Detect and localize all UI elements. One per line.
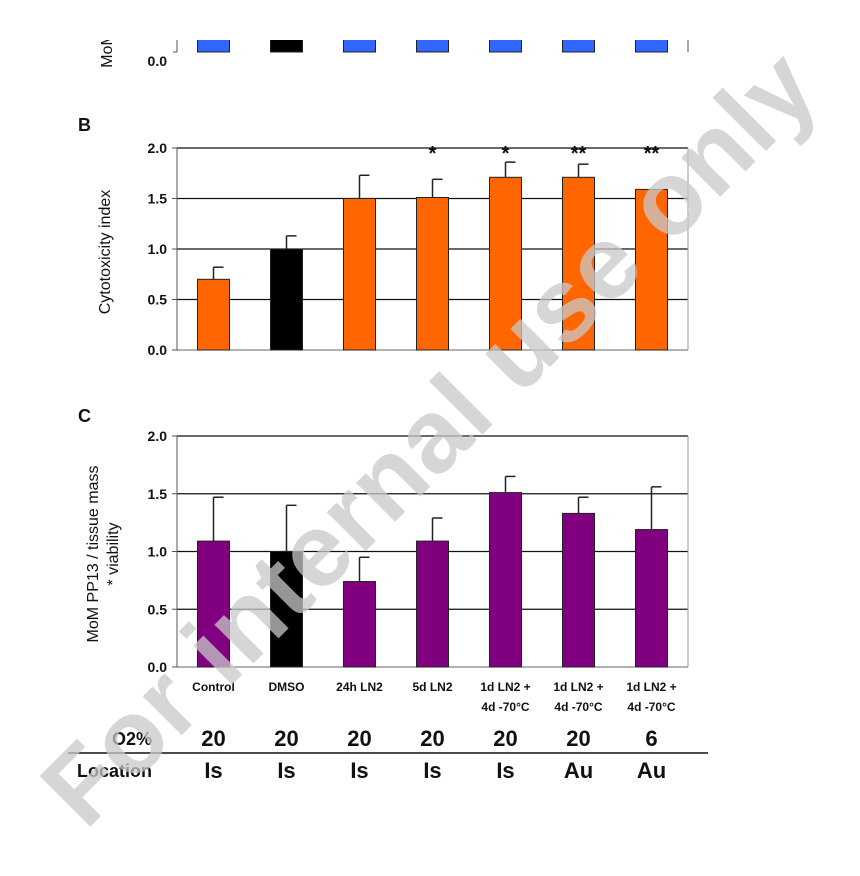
panel-c-bar xyxy=(489,492,522,668)
table-cell: Is xyxy=(496,758,514,780)
panel-a-tick-label: 0.0 xyxy=(148,53,168,69)
panel-c-tick-label: 0.0 xyxy=(148,659,168,675)
panel-b-tick-label: 0.5 xyxy=(148,292,168,308)
panel-c-bar xyxy=(343,581,376,668)
panel-a-bar xyxy=(635,40,668,53)
panel-c-tick-label: 1.0 xyxy=(148,544,168,560)
table-row-label: O2% xyxy=(112,729,152,749)
panel-a-bar xyxy=(270,40,303,53)
panel-a-bar xyxy=(343,40,376,53)
panel-c-category-label: 1d LN2 + xyxy=(480,680,530,694)
panel-b-y-axis-label: Cytotoxicity index xyxy=(97,190,114,315)
panel-c-category-label: 1d LN2 + xyxy=(626,680,676,694)
panel-b-bar xyxy=(270,248,303,351)
table-row-label: Location xyxy=(77,761,152,780)
panel-c-bar xyxy=(562,512,595,668)
panel-a-bar xyxy=(197,40,230,53)
panel-b-significance-label: ** xyxy=(571,143,587,165)
panel-b-bar xyxy=(635,188,668,351)
table-cell: Is xyxy=(204,758,222,780)
panel-c-category-label: 5d LN2 xyxy=(412,680,452,694)
panel-b-bar xyxy=(489,176,522,351)
panel-c-bar xyxy=(197,540,230,668)
table-cell: 20 xyxy=(201,726,225,751)
table-cell: Au xyxy=(564,758,593,780)
table-cell: 20 xyxy=(566,726,590,751)
panel-a-bar xyxy=(489,40,522,53)
panel-c-tick-label: 2.0 xyxy=(148,428,168,444)
panel-c-letter: C xyxy=(78,406,91,426)
table-cell: 20 xyxy=(493,726,517,751)
panel-b-letter: B xyxy=(78,115,91,135)
panel-c-y-axis-label: * viability xyxy=(105,522,122,585)
panel-c-y-axis-label: MoM PP13 / tissue mass xyxy=(85,466,102,643)
panel-a-bar xyxy=(562,40,595,53)
panel-a-y-axis-label: MoM xyxy=(99,40,116,68)
table-cell: Is xyxy=(350,758,368,780)
panel-c-category-label: 4d -70°C xyxy=(627,700,675,714)
panel-b-bar xyxy=(197,278,230,351)
panel-b-bar xyxy=(562,176,595,351)
table-cell: Au xyxy=(637,758,666,780)
panel-b-significance-label: * xyxy=(429,143,437,165)
panel-b-tick-label: 2.0 xyxy=(148,140,168,156)
panel-c-category-label: Control xyxy=(192,680,235,694)
panel-b-bar xyxy=(416,196,449,351)
table-cell: 6 xyxy=(645,726,657,751)
panel-b-bar xyxy=(343,198,376,351)
panel-c-bar xyxy=(270,551,303,668)
panel-c-category-label: DMSO xyxy=(269,680,305,694)
table-cell: Is xyxy=(423,758,441,780)
table-cell: 20 xyxy=(420,726,444,751)
table-cell: 20 xyxy=(347,726,371,751)
table-cell: 20 xyxy=(274,726,298,751)
panel-b-significance-label: * xyxy=(502,143,510,165)
panel-b-tick-label: 0.0 xyxy=(148,342,168,358)
panel-a-bar xyxy=(416,40,449,53)
panel-b-tick-label: 1.5 xyxy=(148,191,168,207)
panel-b-tick-label: 1.0 xyxy=(148,241,168,257)
panel-c-tick-label: 0.5 xyxy=(148,601,168,617)
panel-c-bar xyxy=(635,529,668,668)
panel-c-category-label: 4d -70°C xyxy=(554,700,602,714)
figure: 0.0 MoM B 0.0 0.5 1.0 1.5 2.0 * * ** ** Cytotoxicity… xyxy=(68,40,708,780)
panel-c-category-label: 1d LN2 + xyxy=(553,680,603,694)
panel-c-tick-label: 1.5 xyxy=(148,486,168,502)
panel-c-bar xyxy=(416,540,449,668)
panel-b-significance-label: ** xyxy=(644,143,660,165)
panel-c-category-label: 4d -70°C xyxy=(481,700,529,714)
table-cell: Is xyxy=(277,758,295,780)
panel-c-category-label: 24h LN2 xyxy=(336,680,383,694)
